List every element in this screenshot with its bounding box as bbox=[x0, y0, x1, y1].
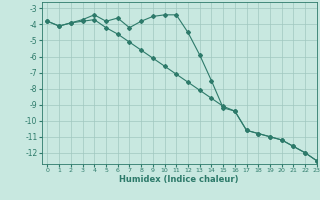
X-axis label: Humidex (Indice chaleur): Humidex (Indice chaleur) bbox=[119, 175, 239, 184]
